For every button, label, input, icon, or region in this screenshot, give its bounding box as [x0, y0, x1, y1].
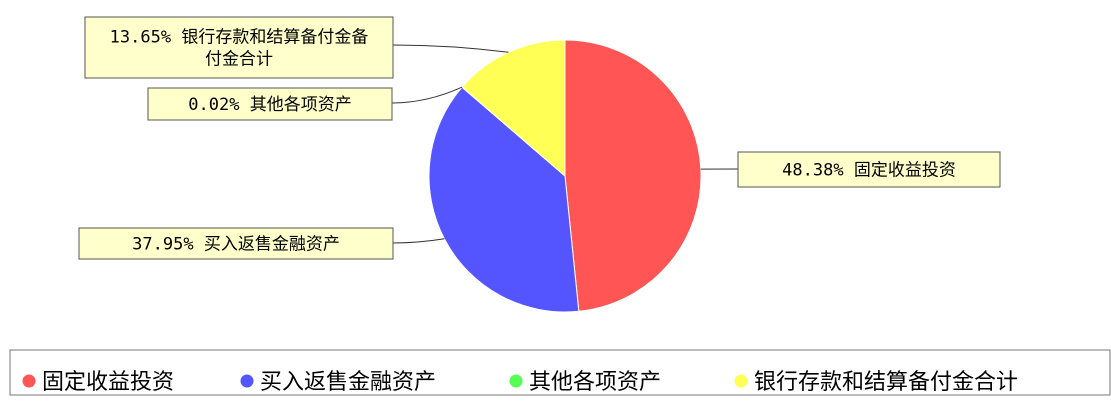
callout-box-1: [737, 151, 1001, 188]
legend: 固定收益投资 买入返售金融资产 其他各项资产 银行存款和结算备付金合计: [9, 349, 1111, 396]
callout-box-3: [147, 87, 393, 121]
callout-line-4: [392, 44, 509, 53]
legend-item-3: 其他各项资产: [509, 370, 661, 395]
data-label-3: 0.02% 其他各项资产: [188, 95, 351, 115]
callout-box-4: [84, 16, 394, 79]
legend-label-3: 其他各项资产: [529, 370, 661, 395]
callout-line-3: [391, 86, 463, 104]
pie-slice-1: [564, 39, 702, 312]
legend-label-1: 固定收益投资: [42, 370, 174, 395]
data-label-1: 48.38% 固定收益投资: [782, 161, 956, 181]
legend-box: [9, 349, 1111, 396]
legend-marker-3: [509, 374, 523, 388]
legend-label-4: 银行存款和结算备付金合计: [754, 370, 1018, 395]
pie-slices: [428, 39, 702, 313]
callout-box-2: [78, 227, 394, 260]
legend-label-2: 买入返售金融资产: [260, 370, 436, 395]
data-label-2: 37.95% 买入返售金融资产: [132, 235, 340, 255]
legend-item-2: 买入返售金融资产: [240, 370, 436, 395]
legend-item-1: 固定收益投资: [22, 370, 174, 395]
legend-item-4: 银行存款和结算备付金合计: [734, 370, 1018, 395]
data-label-4-line-1: 13.65% 银行存款和结算备付金备: [110, 28, 369, 48]
callout-labels: 48.38% 固定收益投资 37.95% 买入返售金融资产 0.02% 其他各项资产…: [78, 16, 1001, 260]
legend-marker-2: [240, 374, 254, 388]
callout-line-2: [392, 238, 445, 244]
legend-marker-4: [734, 374, 748, 388]
legend-marker-1: [22, 374, 36, 388]
data-label-4-line-2: 付金合计: [205, 50, 273, 70]
